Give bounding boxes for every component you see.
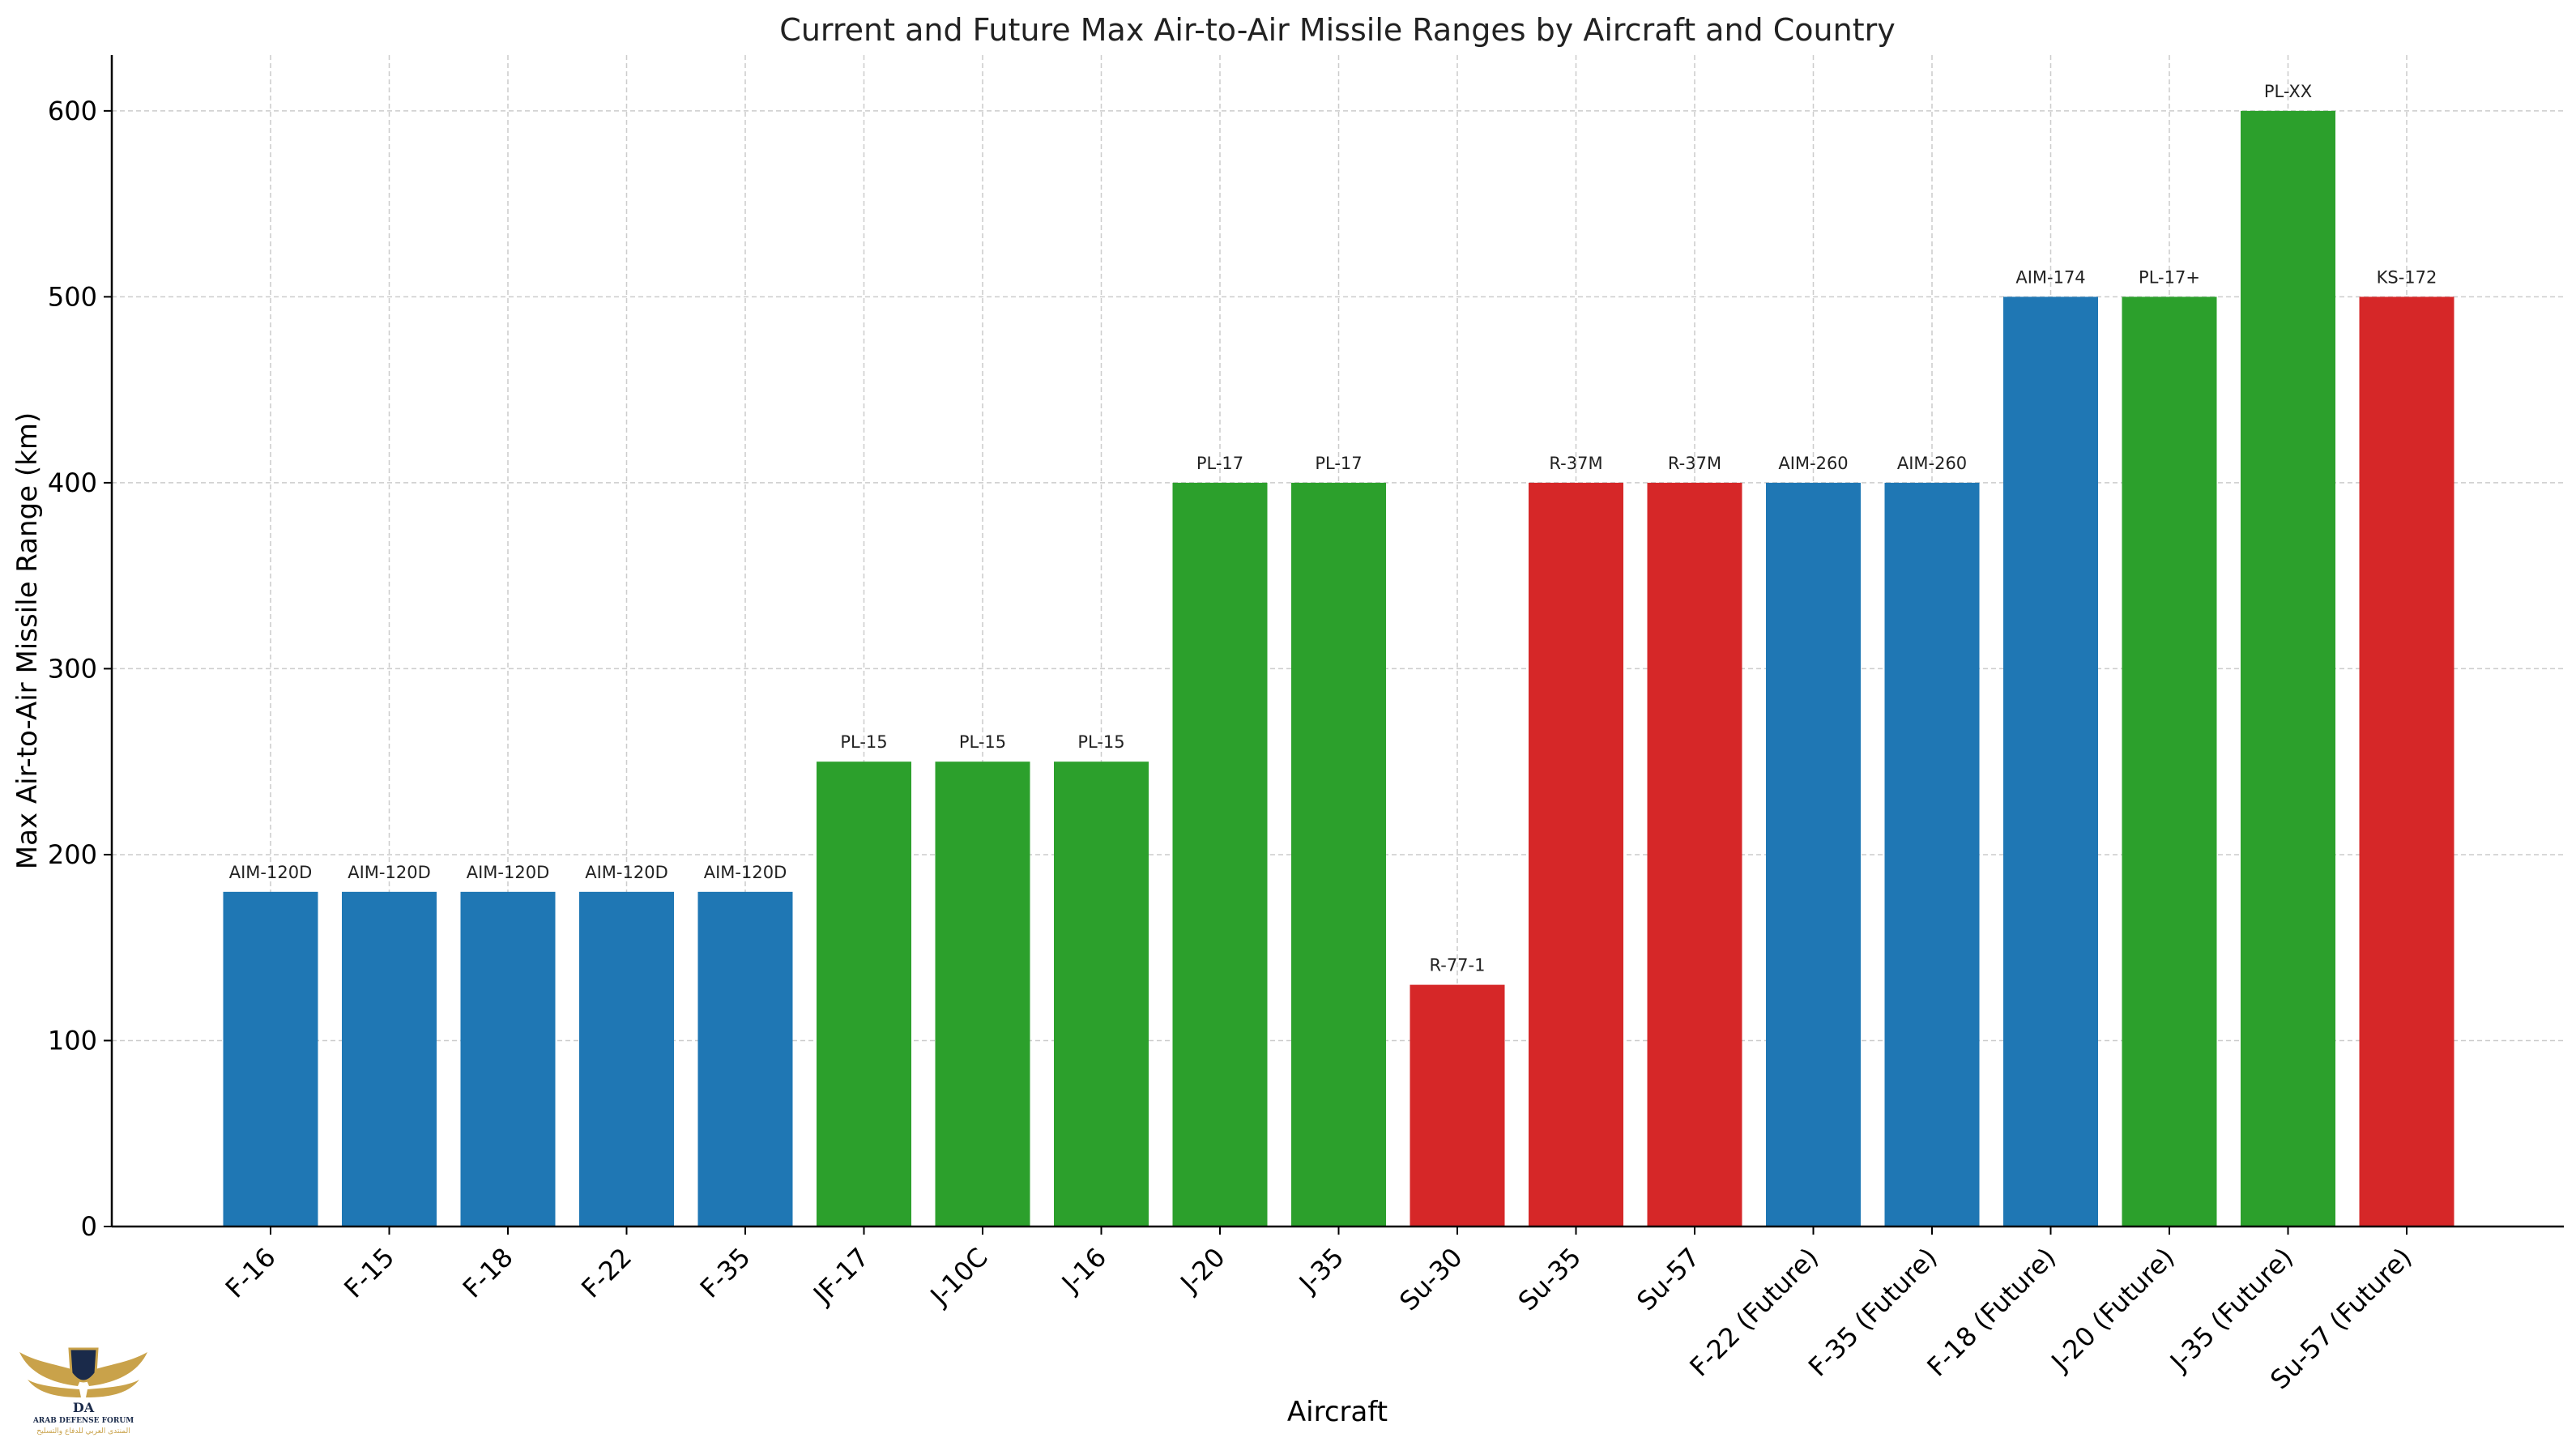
- bar-label-2: AIM-120D: [467, 863, 550, 882]
- bar-0: [223, 891, 318, 1227]
- x-tick-label-5: JF-17: [806, 1242, 875, 1311]
- bar-1: [342, 891, 437, 1227]
- bar-label-1: AIM-120D: [348, 863, 431, 882]
- y-tick-label-3: 300: [48, 653, 97, 684]
- logo-subtitle: المنتدى العربي للدفاع والتسليح: [36, 1427, 130, 1436]
- bar-17: [2241, 110, 2335, 1227]
- bar-label-3: AIM-120D: [585, 863, 668, 882]
- bar-14: [1884, 482, 1980, 1227]
- y-axis-label: Max Air-to-Air Missile Range (km): [11, 412, 44, 869]
- bar-label-4: AIM-120D: [704, 863, 787, 882]
- y-tick-label-4: 400: [48, 467, 97, 498]
- logo-title: ARAB DEFENSE FORUM: [32, 1417, 134, 1425]
- bar-label-6: PL-15: [959, 732, 1006, 752]
- chart-title: Current and Future Max Air-to-Air Missil…: [779, 12, 1895, 48]
- x-tick-label-2: F-18: [457, 1242, 519, 1304]
- x-tick-label-10: Su-30: [1393, 1242, 1469, 1317]
- logo-monogram: DA: [73, 1400, 95, 1415]
- bar-value-labels: AIM-120D AIM-120D AIM-120D AIM-120D AIM-120D…: [229, 82, 2437, 975]
- bars: [223, 110, 2454, 1227]
- x-tick-label-8: J-20: [1174, 1242, 1231, 1299]
- x-tick-label-3: F-22: [575, 1242, 638, 1304]
- bar-9: [1291, 482, 1386, 1227]
- bar-label-9: PL-17: [1315, 454, 1362, 473]
- bar-label-5: PL-15: [840, 732, 887, 752]
- bar-12: [1647, 482, 1742, 1227]
- bar-10: [1410, 984, 1505, 1227]
- bar-label-14: AIM-260: [1897, 454, 1967, 473]
- x-tick-label-9: J-35: [1292, 1242, 1350, 1299]
- y-tick-label-1: 100: [48, 1025, 97, 1056]
- bar-label-11: R-37M: [1549, 454, 1602, 473]
- bar-7: [1054, 762, 1149, 1227]
- bar-2: [460, 891, 556, 1227]
- bar-8: [1172, 482, 1268, 1227]
- x-axis-ticks: F-16 F-15 F-18 F-22 F-35 JF-17 J-10C J-16 J-20 J-…: [220, 1227, 2418, 1395]
- x-tick-label-17: J-35 (Future): [2163, 1242, 2299, 1378]
- bar-label-12: R-37M: [1668, 454, 1721, 473]
- bar-label-13: AIM-260: [1778, 454, 1848, 473]
- y-tick-label-2: 200: [48, 839, 97, 870]
- forum-logo-watermark: DA ARAB DEFENSE FORUM المنتدى العربي للد…: [19, 1347, 147, 1436]
- bar-label-18: KS-172: [2377, 267, 2437, 287]
- shield-icon: [68, 1347, 99, 1383]
- bar-label-8: PL-17: [1196, 454, 1243, 473]
- bar-18: [2359, 297, 2454, 1227]
- x-tick-label-0: F-16: [220, 1242, 282, 1304]
- bar-label-16: PL-17+: [2139, 267, 2200, 287]
- wings-icon: [19, 1352, 147, 1397]
- y-tick-label-5: 500: [48, 281, 97, 312]
- x-tick-label-1: F-15: [338, 1242, 400, 1304]
- bar-5: [817, 762, 911, 1227]
- bar-16: [2122, 297, 2217, 1227]
- x-axis-label: Aircraft: [1287, 1396, 1388, 1428]
- bar-label-7: PL-15: [1077, 732, 1124, 752]
- bar-13: [1766, 482, 1861, 1227]
- bar-4: [697, 891, 793, 1227]
- x-tick-label-12: Su-57: [1631, 1242, 1706, 1317]
- x-tick-label-11: Su-35: [1512, 1242, 1588, 1317]
- x-tick-label-7: J-16: [1055, 1242, 1112, 1299]
- bar-15: [2003, 297, 2098, 1227]
- bar-label-0: AIM-120D: [229, 863, 313, 882]
- x-tick-label-4: F-35: [694, 1242, 757, 1304]
- bar-label-17: PL-XX: [2264, 82, 2312, 101]
- y-tick-label-0: 0: [81, 1211, 97, 1242]
- bar-6: [935, 762, 1030, 1227]
- bar-3: [579, 891, 674, 1227]
- bar-11: [1529, 482, 1623, 1227]
- x-tick-label-6: J-10C: [923, 1242, 994, 1312]
- y-tick-label-6: 600: [48, 96, 97, 126]
- y-axis-ticks: 0 100 200 300 400 500 600: [48, 96, 112, 1242]
- bar-label-15: AIM-174: [2015, 267, 2085, 287]
- bar-label-10: R-77-1: [1430, 956, 1486, 975]
- x-tick-label-16: J-20 (Future): [2045, 1242, 2181, 1378]
